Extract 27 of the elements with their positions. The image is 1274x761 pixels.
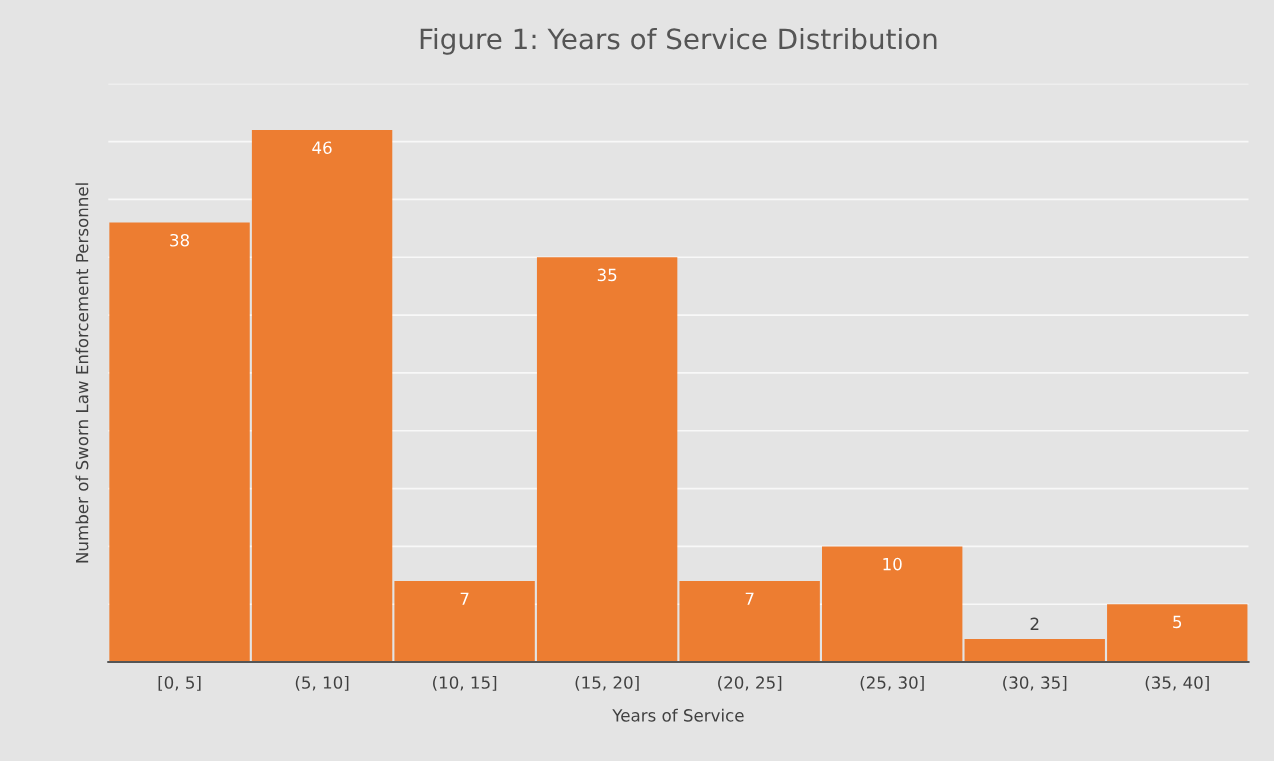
y-axis-title: Number of Sworn Law Enforcement Personnel (75, 183, 89, 563)
data-label: 46 (312, 141, 332, 154)
bar (109, 222, 250, 663)
data-label: 7 (745, 592, 754, 605)
x-tick-label: [0, 5] (158, 675, 201, 691)
chart-title: Figure 1: Years of Service Distribution (420, 27, 937, 55)
bar (251, 129, 393, 663)
bar (964, 638, 1105, 663)
data-label: 5 (1173, 615, 1182, 629)
data-label: 7 (460, 592, 469, 605)
bar (822, 546, 963, 663)
bar (394, 581, 535, 663)
x-tick-label: (30, 35] (1003, 675, 1067, 691)
x-tick-label: (25, 30] (860, 675, 924, 691)
data-label: 35 (597, 268, 617, 282)
data-label: 2 (1030, 617, 1039, 630)
bar (536, 257, 678, 663)
x-tick-label: (15, 20] (575, 675, 639, 691)
data-label: 10 (883, 557, 902, 571)
x-tick-label: (35, 40] (1145, 675, 1209, 691)
x-tick-label: (20, 25] (718, 675, 782, 691)
x-tick-label: (10, 15] (433, 675, 497, 691)
bar (679, 581, 820, 663)
data-label: 38 (170, 233, 190, 247)
x-tick-label: (5, 10] (295, 675, 349, 691)
x-axis-title: Years of Service (612, 708, 744, 722)
bar (1107, 604, 1248, 663)
